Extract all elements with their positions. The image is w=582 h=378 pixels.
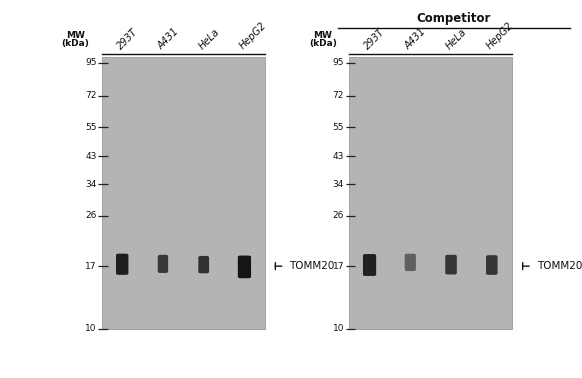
Text: 43: 43 [85,152,97,161]
Text: 26: 26 [332,211,344,220]
Text: MW: MW [66,31,85,40]
Text: HeLa: HeLa [197,26,221,51]
Text: 293T: 293T [115,26,140,51]
Text: MW: MW [314,31,332,40]
Text: 17: 17 [332,262,344,271]
FancyBboxPatch shape [116,254,129,275]
Text: HepG2: HepG2 [485,20,516,51]
FancyBboxPatch shape [445,255,457,274]
Text: TOMM20: TOMM20 [537,261,582,271]
Text: HeLa: HeLa [444,26,469,51]
Text: 72: 72 [332,91,344,100]
FancyBboxPatch shape [238,256,251,278]
FancyBboxPatch shape [486,255,498,275]
FancyBboxPatch shape [404,254,416,271]
Text: 34: 34 [332,180,344,189]
Bar [349,57,512,329]
Text: 17: 17 [85,262,97,271]
Text: Competitor: Competitor [417,12,491,25]
FancyBboxPatch shape [198,256,209,273]
Text: 72: 72 [85,91,97,100]
Text: 34: 34 [85,180,97,189]
Text: TOMM20: TOMM20 [289,261,335,271]
FancyBboxPatch shape [158,255,168,273]
Text: 55: 55 [85,123,97,132]
Text: 43: 43 [332,152,344,161]
Text: 95: 95 [332,58,344,67]
Text: 55: 55 [332,123,344,132]
Text: A431: A431 [403,26,428,51]
Text: 10: 10 [332,324,344,333]
Text: (kDa): (kDa) [309,39,337,48]
Text: 26: 26 [85,211,97,220]
FancyBboxPatch shape [363,254,376,276]
Text: 293T: 293T [363,26,387,51]
Text: 10: 10 [85,324,97,333]
Text: A431: A431 [156,26,181,51]
Text: HepG2: HepG2 [237,20,268,51]
Text: 95: 95 [85,58,97,67]
Bar [102,57,265,329]
Text: (kDa): (kDa) [62,39,90,48]
